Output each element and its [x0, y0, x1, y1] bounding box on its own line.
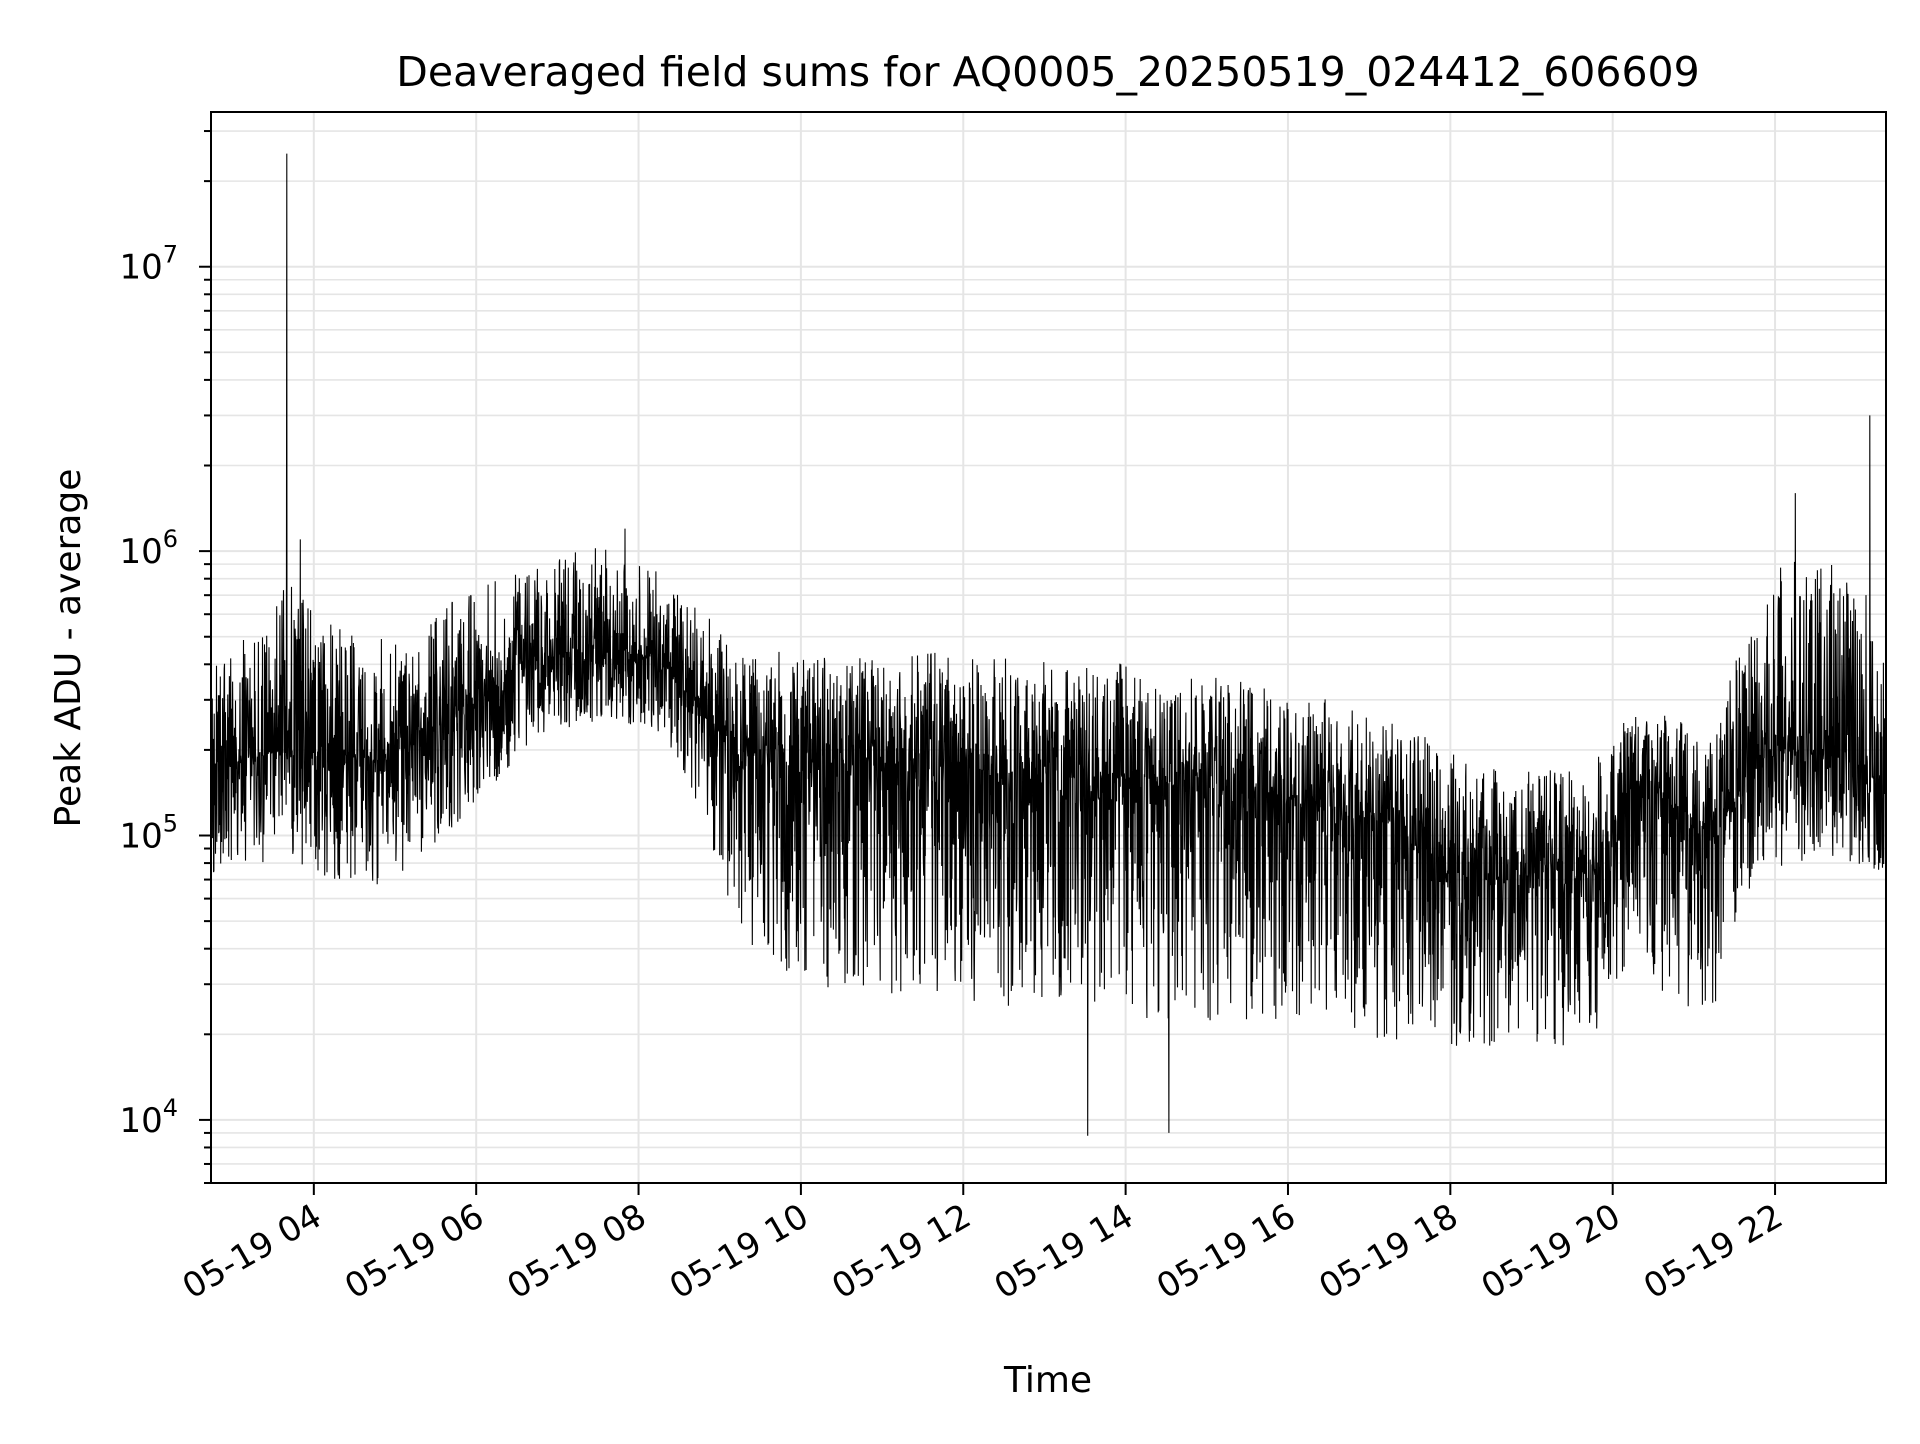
- y-tick-label: 106: [119, 525, 178, 572]
- data-layer: [210, 153, 1887, 1136]
- chart-title: Deaveraged field sums for AQ0005_2025051…: [396, 48, 1699, 96]
- data-series-line: [210, 153, 1887, 1136]
- y-tick-label: 104: [119, 1094, 178, 1141]
- y-axis-label: Peak ADU - average: [48, 469, 89, 828]
- y-tick-label: 105: [119, 810, 178, 857]
- plot-frame: [210, 111, 1887, 1184]
- x-axis-label: Time: [1003, 1360, 1092, 1401]
- y-tick-label: 107: [119, 241, 178, 288]
